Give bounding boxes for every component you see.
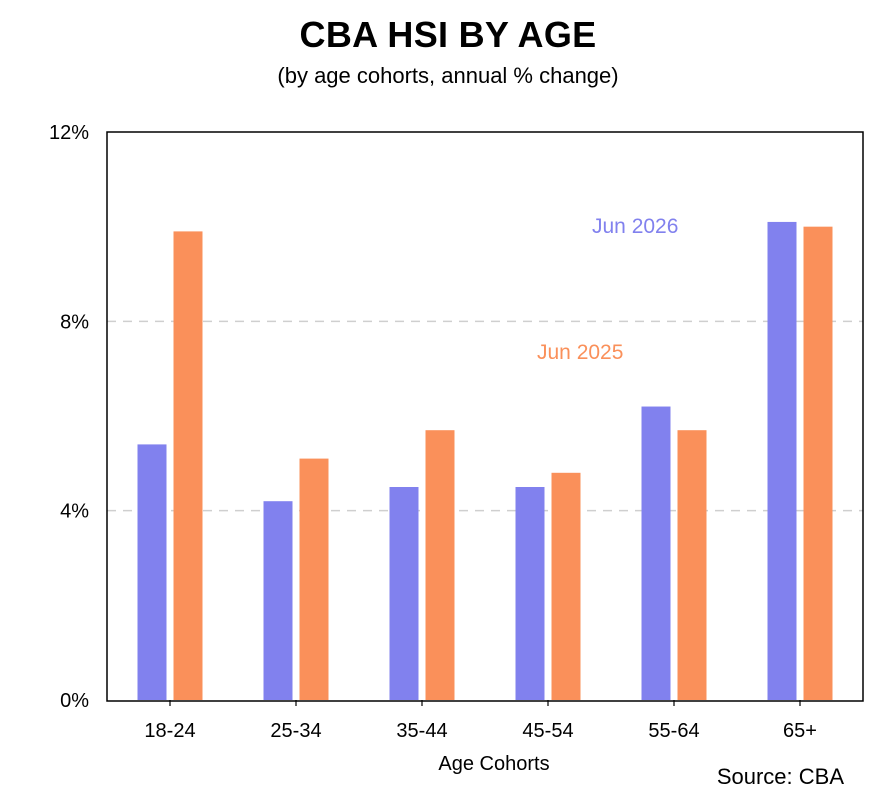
x-tick-label: 65+: [783, 720, 817, 742]
bar-jun-2025-55-64: [677, 430, 707, 700]
bar-jun-2026-25-34: [263, 501, 293, 700]
bar-jun-2025-18-24: [173, 231, 203, 700]
bar-jun-2026-35-44: [389, 487, 419, 700]
x-tick-label: 25-34: [270, 720, 321, 742]
x-axis-title: Age Cohorts: [438, 753, 549, 775]
plot-frame: [106, 131, 864, 702]
bar-jun-2025-65+: [803, 226, 833, 700]
bar-jun-2026-55-64: [641, 406, 671, 700]
x-tick-label: 35-44: [396, 720, 447, 742]
y-axis-ticks: 0% 4% 8% 12%: [49, 122, 89, 712]
x-axis-ticks: 18-24 25-34 35-44 45-54 55-64 65+: [144, 700, 817, 742]
x-tick-label: 55-64: [648, 720, 699, 742]
y-tick-label: 8%: [60, 311, 89, 333]
source-note: Source: CBA: [716, 764, 844, 789]
y-tick-label: 12%: [49, 122, 89, 144]
legend-jun-2025: Jun 2025: [537, 341, 623, 364]
grid-lines: [107, 320, 863, 512]
chart-subtitle: (by age cohorts, annual % change): [277, 63, 619, 88]
y-tick-label: 0%: [60, 690, 89, 712]
bar-jun-2025-25-34: [299, 458, 329, 700]
bar-jun-2026-45-54: [515, 487, 545, 700]
legend-jun-2026: Jun 2026: [592, 215, 678, 238]
x-tick-label: 45-54: [522, 720, 573, 742]
y-tick-label: 4%: [60, 501, 89, 523]
bars: [137, 221, 833, 700]
bar-jun-2025-35-44: [425, 430, 455, 700]
x-tick-label: 18-24: [144, 720, 195, 742]
chart-title: CBA HSI BY AGE: [299, 14, 597, 55]
bar-jun-2026-18-24: [137, 444, 167, 700]
bar-jun-2026-65+: [767, 221, 797, 700]
bar-jun-2025-45-54: [551, 472, 581, 700]
